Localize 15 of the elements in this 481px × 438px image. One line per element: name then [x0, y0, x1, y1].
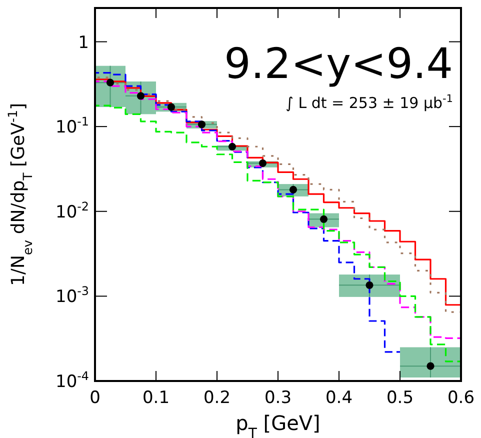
x-tick-label: 0.5	[386, 388, 414, 408]
y-tick-label: 10$^{-2}$	[56, 199, 89, 222]
annotation: ∫ L dt = 253 ± 19 μb$^{-1}$	[286, 93, 453, 112]
x-axis-title: p$_{T}$ [GeV]	[236, 411, 320, 438]
x-tick-label: 0	[90, 388, 100, 408]
y-tick-label: 10$^{-4}$	[56, 369, 89, 392]
annotation: 9.2<y<9.4	[224, 39, 453, 88]
y-tick-label: 1	[78, 32, 89, 53]
x-tick-label: 0.3	[264, 388, 292, 408]
x-tick-label: 0.1	[142, 388, 170, 408]
x-tick-label: 0.6	[447, 388, 475, 408]
y-tick-label: 10$^{-1}$	[56, 114, 89, 138]
x-tick-label: 0.4	[325, 388, 353, 408]
y-tick-label: 10$^{-3}$	[56, 284, 89, 308]
x-tick-label: 0.2	[203, 388, 231, 408]
